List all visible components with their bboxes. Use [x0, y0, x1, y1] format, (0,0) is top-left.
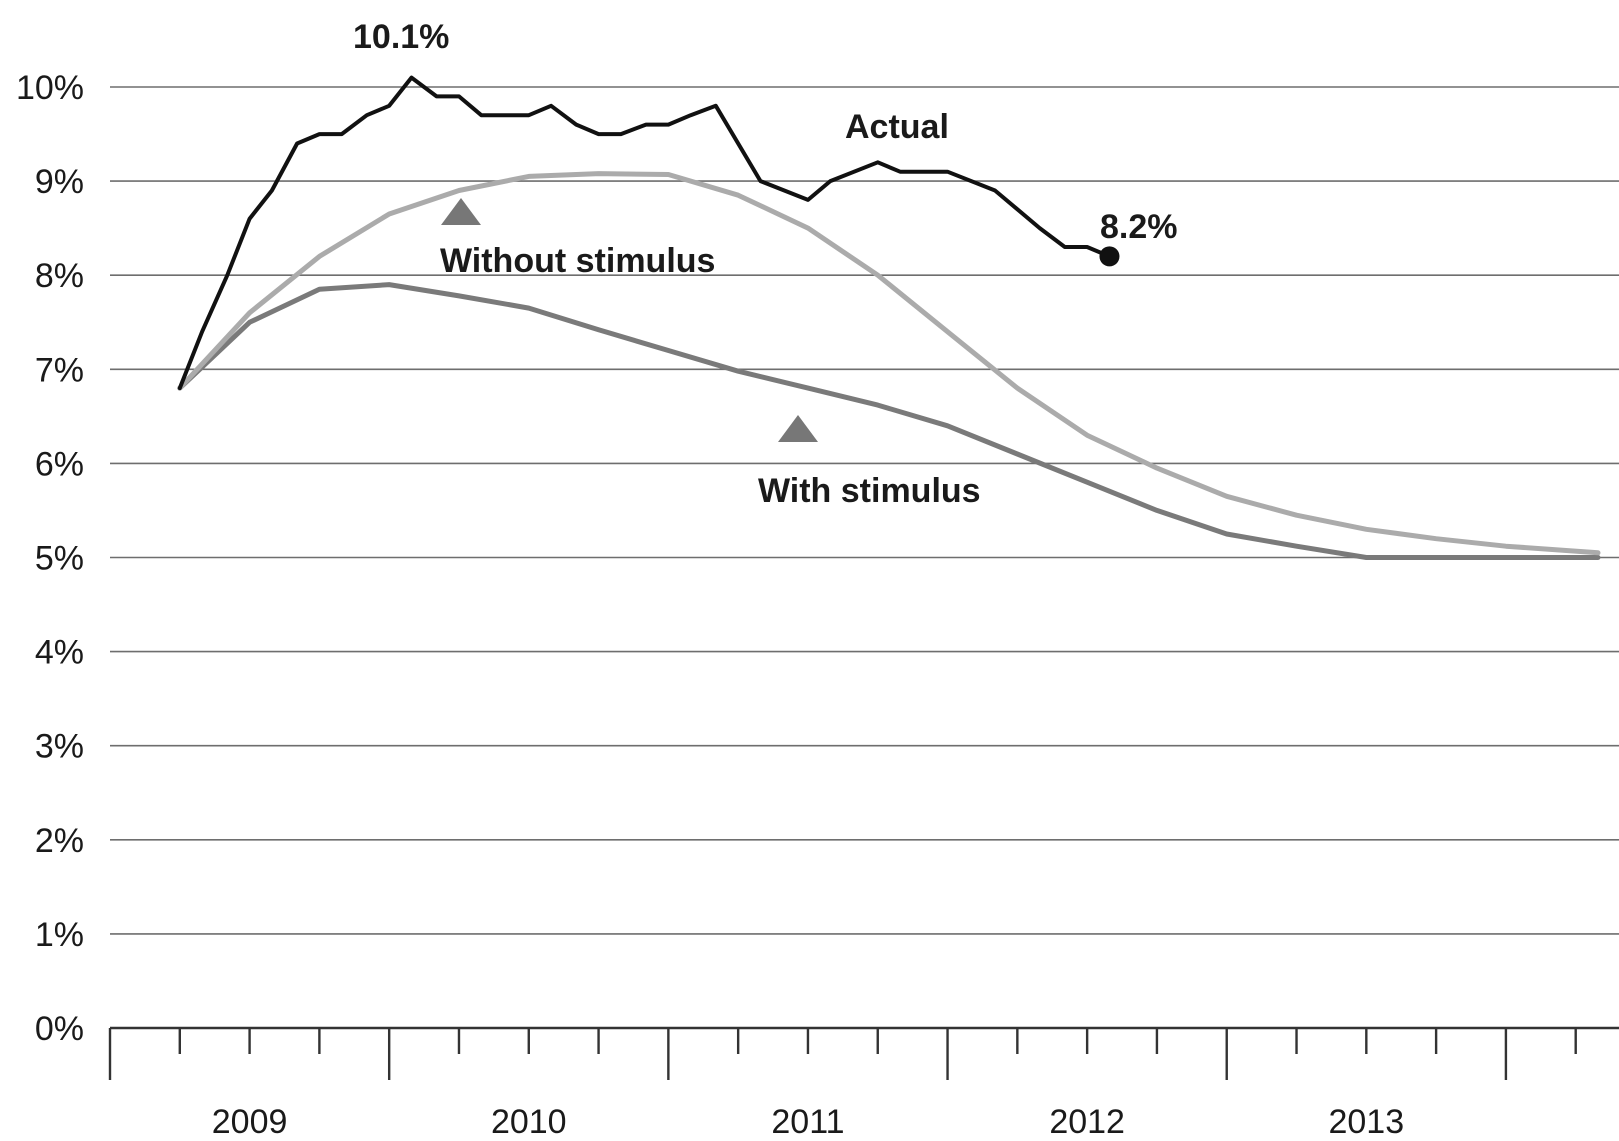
- series-line-without-stimulus: [177, 171, 1601, 556]
- y-axis-labels: 0% 1% 2% 3% 4% 5% 6% 7% 8% 9% 10%: [16, 69, 84, 1048]
- x-tick-label: 2012: [1049, 1103, 1125, 1141]
- x-tick-label: 2011: [771, 1103, 844, 1141]
- y-tick-label: 3%: [35, 728, 84, 766]
- without-stimulus-label: Without stimulus: [440, 242, 715, 280]
- series-lines: [177, 75, 1601, 560]
- end-point-marker: [1099, 246, 1120, 267]
- y-tick-label: 4%: [35, 634, 84, 672]
- with-stimulus-marker-icon: [778, 415, 818, 442]
- y-tick-label: 9%: [35, 163, 84, 201]
- grid-lines: [110, 86, 1619, 935]
- actual-label: Actual: [845, 108, 949, 146]
- end-label: 8.2%: [1100, 208, 1178, 246]
- series-line-with-stimulus: [177, 282, 1601, 560]
- y-tick-label: 2%: [35, 822, 84, 860]
- without-stimulus-marker-icon: [441, 198, 481, 225]
- y-tick-label: 6%: [35, 445, 84, 483]
- y-tick-label: 7%: [35, 351, 84, 389]
- with-stimulus-label: With stimulus: [758, 472, 981, 510]
- annotations: 10.1% 8.2% Actual Without stimulus With …: [353, 18, 1178, 510]
- x-axis: 2009 2010 2011 2012 2013: [108, 1026, 1619, 1141]
- x-tick-label: 2009: [212, 1103, 288, 1141]
- y-tick-label: 8%: [35, 257, 84, 295]
- y-tick-label: 1%: [35, 916, 84, 954]
- y-tick-label: 0%: [35, 1010, 84, 1048]
- y-tick-label: 5%: [35, 540, 84, 578]
- y-tick-label: 10%: [16, 69, 84, 107]
- peak-label: 10.1%: [353, 18, 449, 56]
- series-line-actual: [177, 75, 1112, 391]
- x-tick-label: 2013: [1328, 1103, 1404, 1141]
- x-tick-label: 2010: [491, 1103, 567, 1141]
